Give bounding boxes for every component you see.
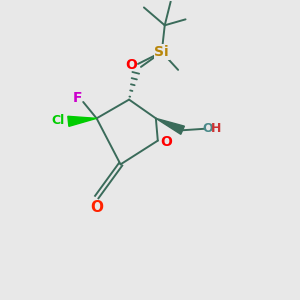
Text: O: O <box>202 122 213 135</box>
Text: O: O <box>160 135 172 149</box>
Text: Si: Si <box>154 45 169 59</box>
Polygon shape <box>68 116 97 126</box>
Text: O: O <box>90 200 103 215</box>
Text: F: F <box>73 91 82 104</box>
Text: O: O <box>125 58 137 71</box>
Text: H: H <box>211 122 221 135</box>
Text: Cl: Cl <box>51 114 64 127</box>
Polygon shape <box>156 118 184 134</box>
